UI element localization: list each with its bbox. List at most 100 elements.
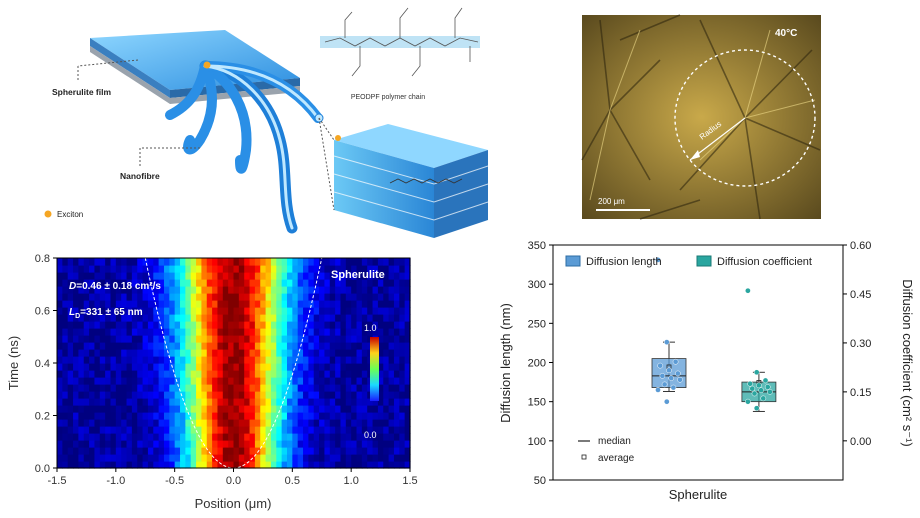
heatmap-cell [57, 286, 63, 294]
heatmap-cell [383, 286, 390, 294]
heatmap-cell [404, 433, 411, 441]
radius-arrow [689, 117, 746, 161]
heatmap-cell [356, 356, 363, 364]
heatmap-cell [196, 300, 203, 308]
heatmap-cell [276, 272, 283, 280]
heatmap-cell [190, 328, 197, 336]
heatmap-cell [303, 314, 309, 322]
right-y-axis-label: Diffusion coefficient (cm² s⁻¹) [900, 279, 915, 446]
heatmap-cell [169, 272, 176, 280]
heatmap-cell [404, 440, 411, 448]
heatmap-cell [276, 307, 283, 315]
heatmap-cell [180, 356, 186, 364]
heatmap-cell [131, 272, 138, 280]
heatmap-cell [169, 412, 176, 420]
heatmap-cell [137, 440, 144, 448]
heatmap-cell [169, 384, 176, 392]
heatmap-cell [158, 461, 165, 469]
heatmap-cell [185, 300, 192, 308]
heatmap-cell [99, 405, 106, 413]
data-point [663, 339, 670, 345]
heatmap-cell [351, 461, 358, 469]
heatmap-cell [270, 314, 277, 322]
heatmap-cell [351, 335, 358, 343]
heatmap-cell [222, 454, 229, 462]
heatmap-cell [249, 447, 256, 455]
heatmap-cell [345, 433, 352, 441]
heatmap-cell [319, 398, 326, 406]
heatmap-cell [292, 412, 299, 420]
heatmap-cell [356, 293, 363, 301]
heatmap-cell [185, 265, 192, 273]
heatmap-cell [286, 356, 293, 364]
heatmap-cell [57, 363, 63, 371]
heatmap-cell [163, 349, 170, 357]
heatmap-cell [99, 328, 106, 336]
stack-line [433, 183, 489, 203]
heatmap-cell [131, 349, 138, 357]
heatmap-cell [233, 286, 240, 294]
heatmap-cell [388, 412, 395, 420]
heatmap-cell [115, 461, 122, 469]
heatmap-cell [99, 433, 106, 441]
heatmap-cell [260, 258, 267, 266]
heatmap-cell [99, 293, 106, 301]
heatmap-cell [281, 293, 288, 301]
data-point [661, 381, 668, 388]
heatmap-cell [335, 272, 342, 280]
heatmap-cell [67, 286, 74, 294]
heatmap-cell [62, 265, 69, 273]
heatmap-cell [388, 440, 395, 448]
heatmap-cell [222, 258, 229, 266]
heatmap-cell [303, 328, 309, 336]
heatmap-cell [196, 412, 203, 420]
heatmap-cell [94, 300, 101, 308]
heatmap-cell [121, 454, 128, 462]
heatmap-cell [265, 384, 272, 392]
heatmap-cell [89, 447, 96, 455]
heatmap-cell [62, 300, 69, 308]
heatmap-cell [286, 272, 293, 280]
heatmap-cell [244, 377, 251, 385]
heatmap-cell [329, 258, 336, 266]
heatmap-cell [361, 454, 368, 462]
heatmap-cell [297, 384, 304, 392]
heatmap-cell [206, 356, 213, 364]
heatmap-cell [158, 384, 165, 392]
heatmap-cell [319, 279, 326, 287]
heatmap-cell [404, 279, 411, 287]
heatmap-cell [196, 314, 203, 322]
x-tick-label: 0.5 [285, 475, 300, 487]
heatmap-cell [62, 335, 69, 343]
heatmap-cell [335, 300, 342, 308]
heatmap-cell [249, 349, 256, 357]
heatmap-cell [78, 286, 85, 294]
heatmap-cell [228, 286, 235, 294]
heatmap-cell [377, 363, 384, 371]
heatmap-cell [185, 349, 192, 357]
heatmap-cell [110, 391, 117, 399]
heatmap-cell [196, 454, 203, 462]
heatmap-cell [238, 272, 245, 280]
heatmap-cell [404, 461, 411, 469]
heatmap-cell [180, 433, 186, 441]
heatmap-cell [201, 440, 208, 448]
heatmap-cell [345, 426, 352, 434]
heatmap-cell [62, 454, 69, 462]
heatmap-cell [244, 391, 251, 399]
heatmap-cell [303, 342, 309, 350]
heatmap-cell [169, 461, 176, 469]
heatmap-cell [276, 286, 283, 294]
heatmap-cell [286, 433, 293, 441]
heatmap-cell [319, 356, 326, 364]
heatmap-cell [335, 349, 342, 357]
heatmap-cell [158, 307, 165, 315]
heatmap-cell [324, 426, 331, 434]
heatmap-cell [228, 356, 235, 364]
heatmap-cell [383, 412, 390, 420]
heatmap-cell [206, 265, 213, 273]
heatmap-cell [265, 433, 272, 441]
heatmap-cell [383, 398, 390, 406]
heatmap-cell [126, 370, 133, 378]
heatmap-cell [217, 300, 224, 308]
